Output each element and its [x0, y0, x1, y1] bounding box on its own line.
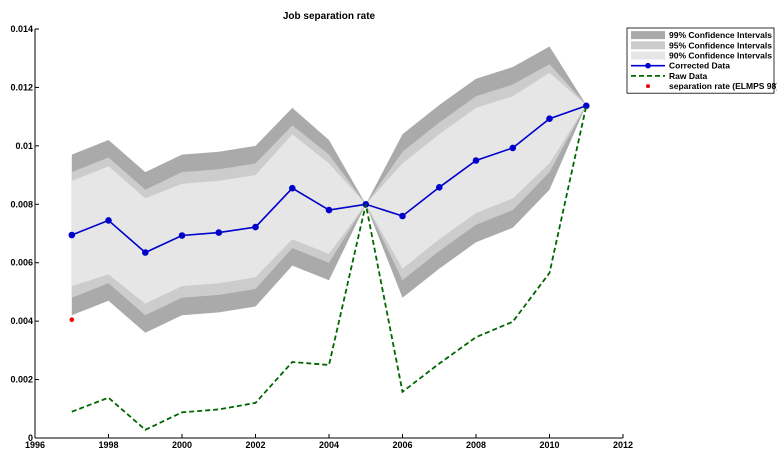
legend-label: 99% Confidence Intervals: [669, 30, 772, 40]
legend-item: Raw Data: [631, 71, 708, 81]
elmps-98-point: [69, 317, 75, 323]
x-tick-label: 1996: [25, 440, 45, 450]
y-tick-label: 0.006: [10, 258, 33, 268]
y-tick-label: 0.008: [10, 199, 33, 209]
series-lines: [68, 102, 590, 431]
corrected-data-point: [215, 229, 223, 236]
corrected-data-point: [142, 249, 149, 256]
corrected-data-point: [289, 184, 296, 192]
x-tick-label: 2012: [613, 440, 633, 450]
confidence-bands: [71, 46, 587, 333]
legend-item: separation rate (ELMPS 98): [646, 81, 777, 91]
legend-label: Raw Data: [669, 71, 708, 81]
x-tick-label: 2006: [392, 440, 412, 450]
corrected-data-point: [509, 144, 517, 152]
corrected-data-point: [436, 184, 443, 191]
y-tick-label: 0: [28, 433, 33, 443]
legend-swatch: [631, 31, 665, 40]
corrected-data-point: [546, 115, 553, 122]
y-tick-label: 0.014: [10, 24, 33, 34]
y-tick-label: 0.01: [15, 141, 33, 151]
x-tick-label: 2002: [245, 440, 265, 450]
y-tick-label: 0.002: [10, 375, 33, 385]
legend-label: Corrected Data: [669, 61, 730, 71]
chart-title: Job separation rate: [283, 11, 376, 22]
corrected-data-point: [105, 217, 112, 224]
raw-data-line: [71, 105, 588, 431]
confidence-band-3: [71, 72, 587, 304]
x-tick-label: 2008: [466, 440, 486, 450]
corrected-data-point: [325, 206, 333, 214]
corrected-data-point: [178, 232, 186, 239]
legend-label: 95% Confidence Intervals: [669, 40, 772, 50]
legend-item: Corrected Data: [631, 61, 730, 71]
legend-marker: [645, 62, 651, 69]
corrected-data-point: [399, 212, 406, 220]
legend-label: 90% Confidence Intervals: [669, 51, 772, 61]
axes: 1996 1998 2000 2002 2004 2006 2008 2010 2012 0 0.0…: [10, 24, 633, 450]
legend-swatch: [631, 41, 665, 50]
y-tick-label: 0.012: [10, 82, 33, 92]
legend-item: 99% Confidence Intervals: [631, 30, 772, 40]
x-tick-label: 2000: [172, 440, 192, 450]
corrected-data-point: [68, 231, 76, 239]
legend-marker: [646, 84, 650, 89]
x-tick-label: 2010: [539, 440, 559, 450]
legend-item: 90% Confidence Intervals: [631, 51, 772, 61]
legend-item: 95% Confidence Intervals: [631, 40, 772, 50]
x-tick-label: 2004: [319, 440, 339, 450]
legend-label: separation rate (ELMPS 98): [669, 81, 777, 91]
x-tick-label: 1998: [98, 440, 118, 450]
corrected-data-point: [472, 157, 480, 164]
legend-swatch: [631, 51, 665, 60]
y-tick-label: 0.004: [10, 316, 33, 326]
corrected-data-point: [252, 223, 259, 231]
